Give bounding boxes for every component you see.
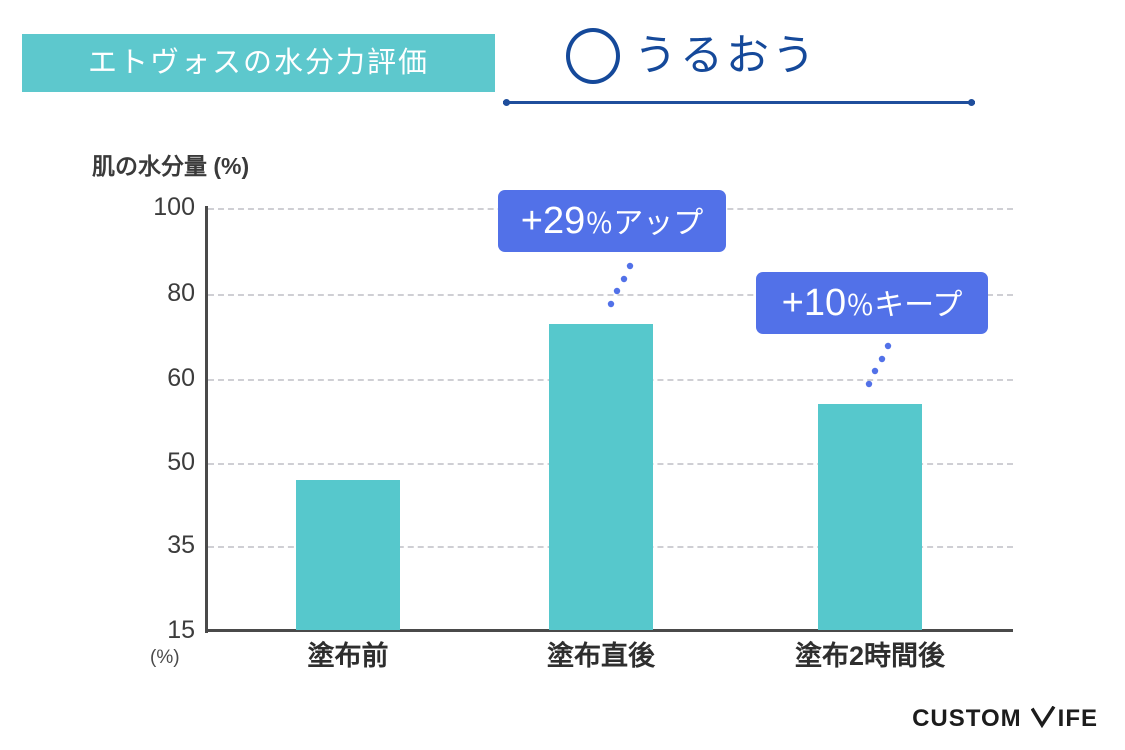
header-badge-label: エトヴォスの水分力評価 xyxy=(87,46,429,79)
check-l-icon xyxy=(1030,705,1057,732)
y-axis-tick-label: 100 xyxy=(153,193,195,221)
annotation-callout-keep-label: +10％キープ xyxy=(782,284,963,322)
annotation-callout-increase: +29％アップ xyxy=(498,190,726,252)
header-underline-rule xyxy=(503,99,975,106)
y-axis-tick-label: 50 xyxy=(167,448,195,476)
gridline xyxy=(208,294,1013,296)
bar xyxy=(549,323,653,630)
y-axis-tick-labels: 100 80 60 50 35 15 xyxy=(90,0,195,750)
annotation-callout-keep: +10％キープ xyxy=(756,272,988,334)
annotation-callout-increase-label: +29％アップ xyxy=(521,202,703,240)
x-axis-tick-label: 塗布前 xyxy=(307,641,389,671)
annotation-percent: ％ xyxy=(585,208,614,239)
rule-dot-right xyxy=(968,99,975,106)
circle-icon xyxy=(566,28,620,84)
annotation-prefix: +10 xyxy=(781,282,847,324)
bar xyxy=(296,479,400,630)
y-axis-tick-label: 15 xyxy=(167,616,195,644)
annotation-suffix: アップ xyxy=(613,207,704,240)
bar xyxy=(818,404,922,630)
rule-bar xyxy=(503,101,975,104)
annotation-percent: ％ xyxy=(846,290,875,321)
logo-word-ife: IFE xyxy=(1057,705,1098,732)
y-axis-tick-label: 80 xyxy=(167,279,195,307)
brand-logo: CUSTOM IFE xyxy=(912,705,1098,732)
logo-word-custom: CUSTOM xyxy=(912,705,1022,732)
x-axis-tick-label: 塗布直後 xyxy=(547,641,655,671)
header-badge: エトヴォスの水分力評価 xyxy=(22,34,495,92)
leader-line-increase xyxy=(607,262,634,308)
y-axis-tick-label: 60 xyxy=(167,364,195,392)
header-headline-group: うるおう xyxy=(566,28,818,84)
axis-unit-note: (%) xyxy=(150,647,180,668)
annotation-prefix: +29 xyxy=(520,200,586,242)
y-axis-tick-label: 35 xyxy=(167,531,195,559)
y-axis-title: 肌の水分量 (%) xyxy=(92,153,250,179)
x-axis-line xyxy=(205,629,1013,632)
x-axis-tick-label: 塗布2時間後 xyxy=(794,641,946,671)
annotation-suffix: キープ xyxy=(874,289,963,322)
y-axis-line xyxy=(205,206,208,633)
leader-line-keep xyxy=(865,342,892,388)
header-headline: うるおう xyxy=(634,31,818,80)
